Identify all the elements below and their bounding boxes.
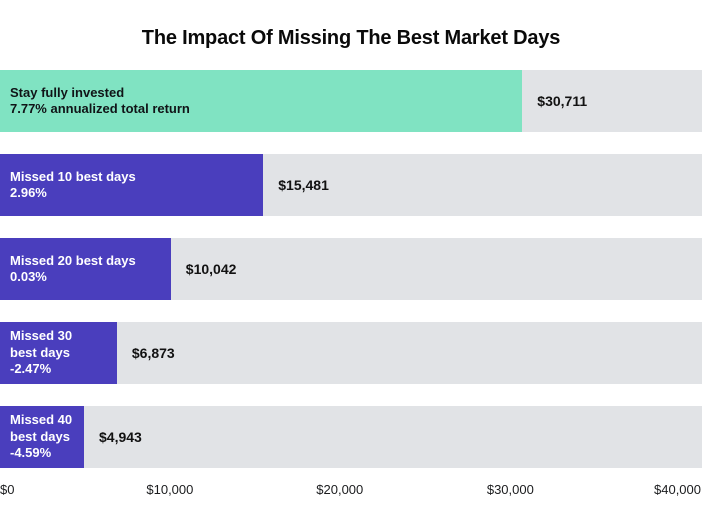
bar-chart: Stay fully invested 7.77% annualized tot… xyxy=(0,70,702,468)
bar-segment-missed-30: Missed 30 best days -2.47% xyxy=(0,322,117,384)
bar-value-label: $15,481 xyxy=(278,177,329,193)
x-axis-tick-label: $10,000 xyxy=(146,482,194,497)
bar-label-line: Missed 30 xyxy=(10,328,73,344)
bar-segment-stay-invested: Stay fully invested 7.77% annualized tot… xyxy=(0,70,523,132)
bar-label-line: Missed 20 best days xyxy=(10,252,136,268)
bar-label-line: -4.59% xyxy=(10,445,52,461)
bar-segment-missed-10: Missed 10 best days 2.96% xyxy=(0,154,264,216)
bar-track-missed-10: Missed 10 best days 2.96% $15,481 xyxy=(0,154,702,216)
bar-label-line: best days xyxy=(10,344,70,360)
bar-track-missed-20: Missed 20 best days 0.03% $10,042 xyxy=(0,238,702,300)
bar-value-label: $4,943 xyxy=(99,429,142,445)
bar-segment-missed-20: Missed 20 best days 0.03% xyxy=(0,238,171,300)
chart-title: The Impact Of Missing The Best Market Da… xyxy=(141,27,561,49)
bar-track-stay-invested: Stay fully invested 7.77% annualized tot… xyxy=(0,70,702,132)
bar-label-line: Missed 10 best days xyxy=(10,168,136,184)
bar-segment-missed-40: Missed 40 best days -4.59% xyxy=(0,406,85,468)
bar-label-line: Missed 40 xyxy=(10,412,73,428)
x-axis: $0 $10,000 $20,000 $30,000 $40,000 xyxy=(0,482,702,502)
bar-label-line: best days xyxy=(10,428,70,444)
bar-value-label: $30,711 xyxy=(537,93,588,109)
x-axis-tick-label: $40,000 xyxy=(654,482,701,497)
x-axis-tick-label: $30,000 xyxy=(486,482,534,497)
bar-track-missed-40: Missed 40 best days -4.59% $4,943 xyxy=(0,406,702,468)
x-axis-tick-label: $20,000 xyxy=(316,482,364,497)
bar-label-line: Stay fully invested xyxy=(10,84,125,100)
bar-label-line: -2.47% xyxy=(10,361,52,377)
bar-label-line: 2.96% xyxy=(10,185,47,200)
bar-value-label: $6,873 xyxy=(131,345,175,361)
bar-label-line: 7.77% annualized total return xyxy=(10,101,190,116)
x-axis-tick-label: $0 xyxy=(0,482,15,497)
bar-track-missed-30: Missed 30 best days -2.47% $6,873 xyxy=(0,322,702,384)
bar-label-line: 0.03% xyxy=(10,269,47,284)
bar-value-label: $10,042 xyxy=(185,261,237,277)
